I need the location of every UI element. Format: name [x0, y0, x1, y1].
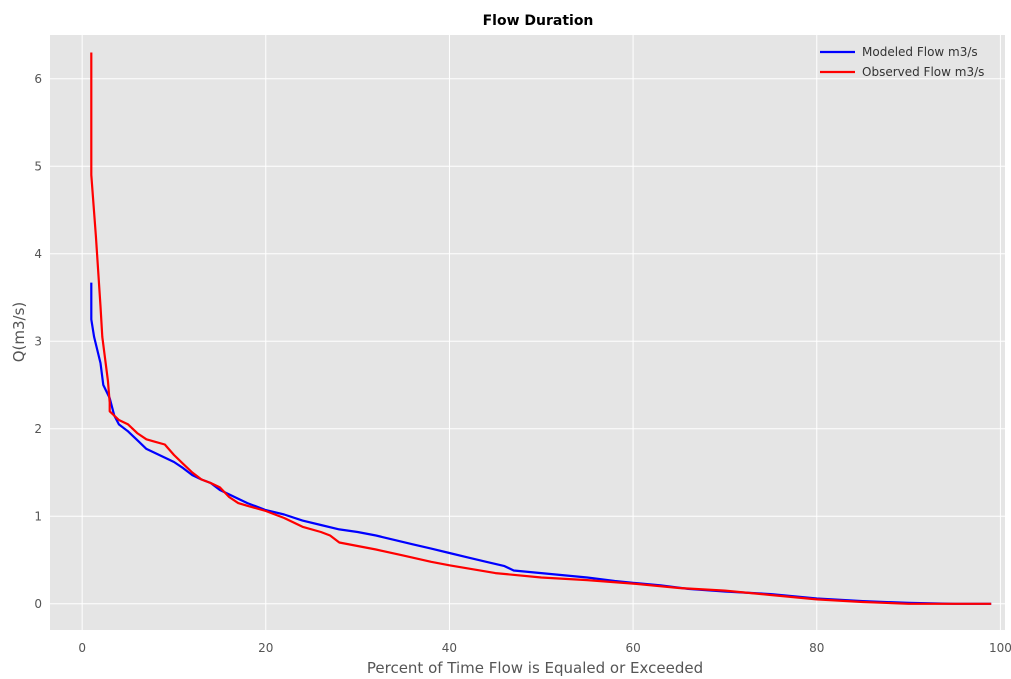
x-tick-label: 100	[989, 641, 1011, 655]
legend-label-0: Modeled Flow m3/s	[862, 45, 978, 59]
y-tick-label: 1	[34, 509, 42, 523]
y-axis-title: Q(m3/s)	[10, 302, 28, 363]
y-tick-label: 2	[34, 422, 42, 436]
x-tick-label: 40	[442, 641, 457, 655]
x-tick-label: 80	[809, 641, 824, 655]
x-tick-label: 0	[78, 641, 86, 655]
y-tick-label: 3	[34, 334, 42, 348]
x-axis-title: Percent of Time Flow is Equaled or Excee…	[367, 659, 703, 677]
y-tick-label: 0	[34, 597, 42, 611]
x-tick-label: 60	[625, 641, 640, 655]
chart-title: Flow Duration	[483, 13, 594, 29]
y-tick-label: 5	[34, 159, 42, 173]
y-tick-label: 6	[34, 72, 42, 86]
series-lines	[90, 52, 992, 605]
tick-labels: 0 20 40 60 80 100 0 1 2 3 4 5 6	[34, 72, 1011, 655]
y-tick-label: 4	[34, 247, 42, 261]
series-line-1	[90, 52, 992, 605]
legend-label-1: Observed Flow m3/s	[862, 65, 984, 79]
plot-area	[50, 35, 1005, 630]
x-tick-label: 20	[258, 641, 273, 655]
grid-lines	[50, 35, 1005, 630]
legend: Modeled Flow m3/s Observed Flow m3/s	[820, 45, 984, 79]
